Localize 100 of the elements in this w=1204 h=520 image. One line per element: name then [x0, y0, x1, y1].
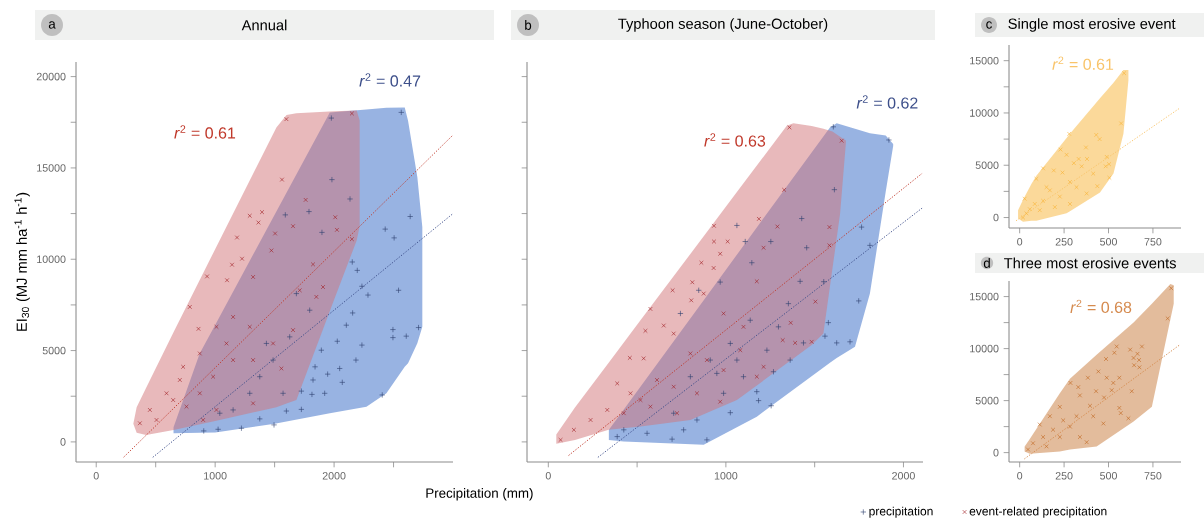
point: [748, 259, 755, 266]
point: [200, 417, 206, 423]
y-tick-label: 15000: [37, 164, 66, 172]
point: [588, 417, 593, 423]
legend-label: event-related precipitation: [969, 506, 1107, 518]
annotation: r$^{2}$ = 0.63: [704, 133, 766, 147]
x-tick-label: 750: [1144, 238, 1162, 246]
point: [1064, 152, 1069, 157]
point: [1068, 380, 1073, 386]
point: [1020, 215, 1026, 220]
point: [798, 215, 805, 222]
point: [259, 209, 265, 215]
point: [1050, 427, 1056, 432]
point: [753, 388, 760, 395]
point: [831, 186, 838, 193]
point: [290, 327, 296, 333]
point: [763, 347, 770, 354]
point: [720, 390, 727, 397]
point: [1067, 179, 1073, 185]
point: [621, 411, 626, 416]
point: [310, 262, 316, 267]
point: [238, 425, 245, 432]
point: [671, 331, 676, 336]
point: [775, 224, 780, 229]
x-tick-label: 750: [1144, 472, 1162, 480]
point: [1077, 434, 1083, 440]
y-tick-label: 10000: [37, 255, 66, 264]
point: [1084, 440, 1089, 445]
point: [670, 288, 675, 293]
point: [711, 239, 717, 244]
point: [740, 373, 747, 380]
point: [800, 339, 807, 346]
point: [283, 408, 290, 414]
point: [1034, 176, 1039, 182]
point: [1030, 441, 1036, 446]
point: [571, 427, 577, 433]
point: [787, 357, 794, 364]
text: d: [983, 258, 990, 268]
point: [1091, 414, 1096, 419]
point: [820, 278, 827, 285]
annotation: r$^{2}$ = 0.61: [174, 125, 236, 139]
point: [310, 377, 316, 383]
point: [1084, 191, 1089, 196]
point: [693, 417, 700, 423]
point: [713, 370, 720, 377]
point: [196, 326, 201, 332]
point: [1079, 164, 1084, 169]
point: [349, 111, 355, 116]
text: b: [525, 20, 532, 30]
x-tick-label: 0: [93, 472, 99, 480]
point: [334, 338, 341, 345]
x-tick-label: 500: [1100, 472, 1117, 480]
chart-title: Annual: [241, 19, 287, 31]
point: [298, 406, 305, 413]
point: [215, 426, 222, 433]
point: [847, 338, 853, 345]
point: [1037, 422, 1042, 427]
point: [1112, 350, 1117, 355]
x-tick-label: 0: [1017, 472, 1023, 480]
point: [1095, 183, 1100, 189]
point: [333, 215, 338, 220]
point: [343, 322, 350, 329]
x-tick-label: 2000: [322, 472, 346, 480]
point: [184, 404, 189, 409]
point: [767, 238, 774, 245]
point: [293, 290, 300, 297]
text: a: [48, 21, 56, 29]
point: [703, 436, 710, 443]
point: [280, 390, 287, 397]
y-tick-label: 10000: [970, 109, 999, 117]
point: [1104, 375, 1109, 380]
point: [321, 390, 328, 397]
point: [1109, 388, 1114, 393]
point: [1032, 201, 1037, 207]
point: [670, 410, 677, 417]
point: [770, 368, 777, 375]
point: [1094, 132, 1099, 138]
point: [1074, 185, 1079, 190]
point: [648, 306, 653, 312]
point: [695, 287, 702, 294]
point: [725, 239, 730, 244]
chart-title: Three most erosive events: [1004, 257, 1176, 269]
point: [1103, 164, 1108, 169]
point: [256, 373, 263, 380]
point: [328, 176, 335, 183]
y-tick-label: 5000: [975, 396, 999, 405]
point: [1128, 347, 1133, 352]
point: [230, 357, 236, 363]
point: [354, 267, 361, 274]
point: [239, 256, 245, 261]
legend-label: precipitation: [869, 506, 933, 518]
point: [1111, 380, 1116, 386]
point: [781, 187, 787, 193]
point: [210, 374, 216, 379]
point: [334, 227, 340, 233]
x-tick-label: 500: [1100, 238, 1117, 246]
point: [761, 245, 766, 250]
point: [204, 274, 210, 279]
x-tick-label: 0: [1017, 238, 1023, 246]
point: [318, 229, 325, 236]
